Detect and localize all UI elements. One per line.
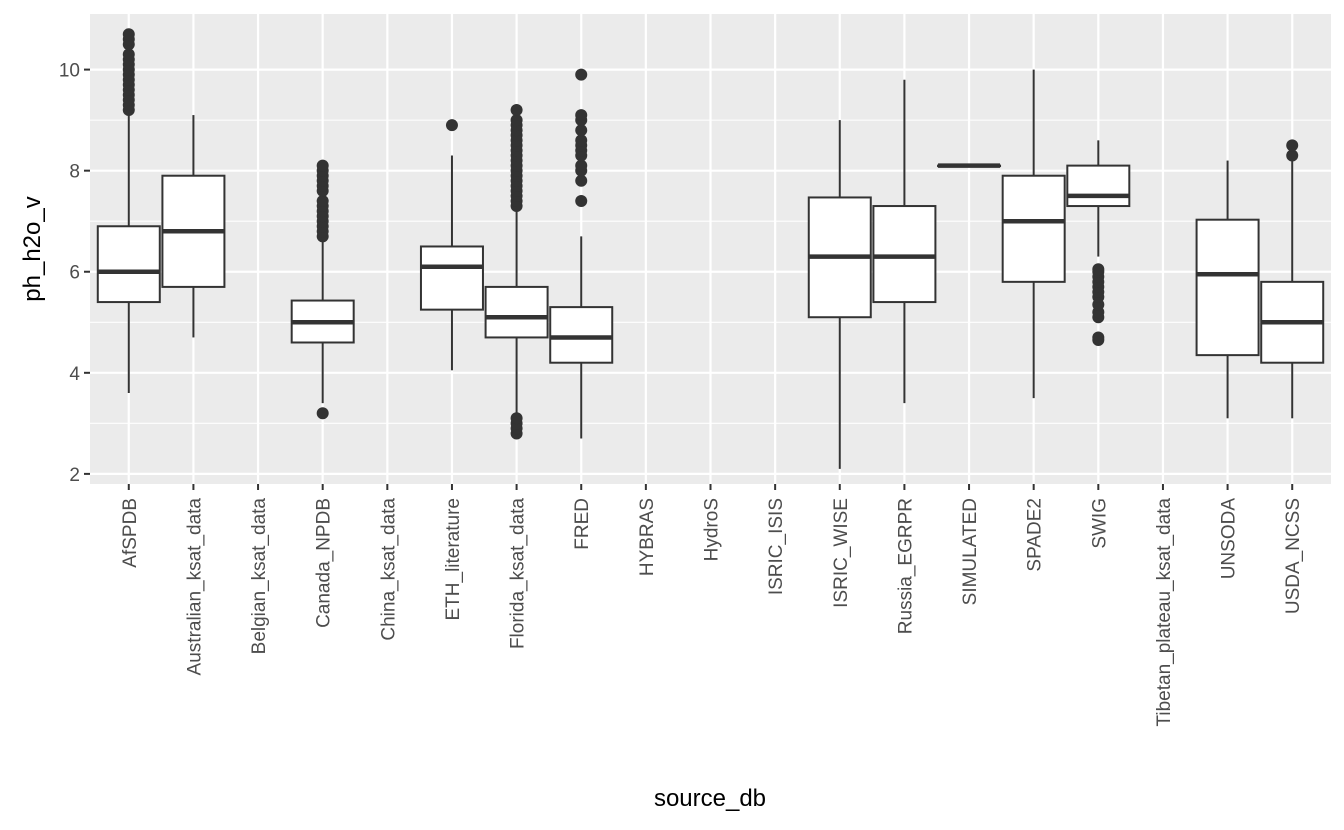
box-AfSPDB — [96, 28, 161, 394]
x-tick-label: Tibetan_plateau_ksat_data — [1154, 498, 1175, 727]
box-Russia_EGRPR — [872, 79, 937, 404]
outlier-point — [510, 104, 523, 117]
x-tick-label: AfSPDB — [120, 498, 141, 568]
outlier-point — [575, 194, 588, 207]
outlier-point — [1092, 263, 1105, 276]
box-UNSODA — [1195, 160, 1260, 419]
x-tick-label: ISRIC_ISIS — [766, 498, 787, 595]
box-SIMULATED — [937, 163, 1002, 168]
outlier-point — [1092, 331, 1105, 344]
y-tick-label: 6 — [69, 263, 80, 284]
x-tick-label: Russia_EGRPR — [895, 498, 916, 634]
box-USDA_NCSS — [1260, 139, 1325, 419]
y-tick-label: 4 — [69, 364, 80, 385]
outlier-point — [575, 109, 588, 122]
x-tick-label: UNSODA — [1219, 498, 1240, 580]
x-tick-label: Canada_NPDB — [314, 498, 335, 628]
outlier-point — [316, 407, 329, 420]
x-tick-label: ETH_literature — [443, 498, 464, 621]
y-axis-title: ph_h2o_v — [19, 196, 46, 301]
y-tick-label: 8 — [69, 162, 80, 183]
x-tick-label: SIMULATED — [960, 498, 981, 605]
box-FRED — [549, 68, 614, 439]
x-tick-label: ISRIC_WISE — [831, 498, 852, 608]
outlier-point — [445, 119, 458, 132]
box-iqr — [549, 306, 614, 364]
x-axis: AfSPDB Australian_ksat_data Belgian_ksat_d… — [120, 484, 1304, 727]
outlier-point — [122, 28, 135, 41]
y-tick-label: 10 — [59, 61, 80, 82]
outlier-point — [575, 134, 588, 147]
x-tick-label: HydroS — [702, 498, 723, 561]
box-iqr — [419, 245, 484, 311]
box-ISRIC_WISE — [807, 120, 872, 469]
box-iqr — [96, 225, 161, 304]
outlier-point — [316, 194, 329, 207]
outlier-point — [575, 124, 588, 137]
x-tick-label: Australian_ksat_data — [184, 498, 205, 676]
boxes — [96, 28, 1325, 469]
box-SWIG — [1066, 140, 1131, 346]
outlier-point — [510, 114, 523, 127]
outlier-point — [1286, 139, 1299, 152]
outlier-point — [575, 159, 588, 172]
outlier-point — [575, 174, 588, 187]
box-iqr — [1195, 218, 1260, 357]
box-iqr — [484, 285, 549, 339]
box-iqr — [1001, 174, 1066, 283]
box-iqr — [872, 205, 937, 304]
y-axis: 2 4 6 8 10 — [59, 61, 90, 486]
outlier-point — [510, 412, 523, 425]
x-tick-label: China_ksat_data — [378, 498, 399, 641]
x-axis-title: source_db — [654, 785, 766, 812]
x-tick-label: SPADE2 — [1025, 498, 1046, 572]
x-tick-label: SWIG — [1089, 498, 1110, 549]
box-Australian_ksat_data — [161, 115, 226, 338]
outlier-point — [1286, 149, 1299, 162]
box-Florida_ksat_data — [484, 104, 549, 440]
outlier-point — [122, 48, 135, 61]
outlier-point — [575, 68, 588, 81]
box-Canada_NPDB — [290, 159, 355, 420]
x-tick-label: USDA_NCSS — [1283, 498, 1304, 614]
x-tick-label: Belgian_ksat_data — [249, 498, 270, 655]
box-iqr — [1066, 164, 1131, 208]
outlier-point — [316, 159, 329, 172]
x-tick-label: Florida_ksat_data — [508, 498, 529, 649]
x-tick-label: FRED — [572, 498, 593, 550]
x-tick-label: HYBRAS — [637, 498, 658, 576]
box-SPADE2 — [1001, 69, 1066, 399]
box-ETH_literature — [419, 119, 484, 371]
y-tick-label: 2 — [69, 465, 80, 486]
